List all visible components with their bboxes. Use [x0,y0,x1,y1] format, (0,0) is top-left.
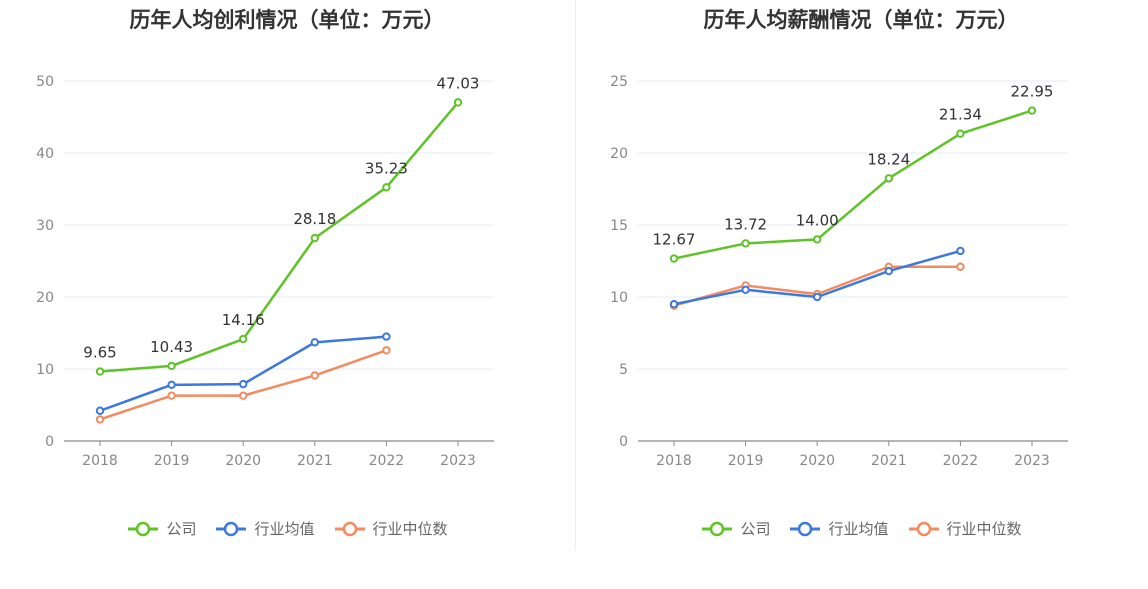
x-tick-label: 2022 [943,453,979,469]
data-label: 47.03 [437,74,480,92]
legend-label: 行业均值 [254,520,315,538]
legend-item-industry-average[interactable]: 行业均值 [788,518,889,539]
y-tick-label: 0 [619,434,628,450]
x-tick-label: 2021 [297,453,333,469]
x-tick-label: 2023 [1014,453,1050,469]
data-point [239,379,248,389]
chart-title: 历年人均创利情况（单位：万元） [129,8,445,32]
y-tick-label: 10 [36,362,54,378]
data-point [95,415,105,424]
data-label: 13.72 [724,215,767,233]
legend-line-marker-icon [216,521,247,536]
data-label: 14.16 [222,311,265,329]
salary-chart-panel: 历年人均薪酬情况（单位：万元） 0 5 10 15 20 25 2018 2019 2020 20… [574,0,1148,589]
data-label: 14.00 [796,211,839,229]
series-line [673,109,1033,260]
legend-label: 行业中位数 [946,520,1022,538]
x-tick-label: 2018 [656,453,692,469]
data-point [669,254,679,263]
y-tick-label: 25 [610,74,628,90]
salary-line-chart: 0 5 10 15 20 25 2018 2019 2020 2021 2022 2023 12.67 1… [610,74,1068,469]
y-tick-label: 15 [610,218,628,234]
data-point [741,285,750,294]
data-point [310,371,319,380]
y-tick-label: 0 [45,434,54,450]
data-point [884,266,893,276]
chart-legend: 公司 行业均值 行业中位数 [574,518,1148,539]
data-point [167,361,176,371]
data-label: 9.65 [83,344,116,362]
y-tick-label: 20 [36,290,54,306]
legend-line-marker-icon [702,521,733,536]
legend-item-industry-median[interactable]: 行业中位数 [333,518,448,539]
data-point [95,406,105,415]
x-tick-label: 2020 [225,453,261,469]
profit-line-chart: 0 10 20 30 40 50 2018 2019 2020 2021 2022 2023 9.65 1… [36,74,494,469]
legend-item-industry-median[interactable]: 行业中位数 [907,518,1022,539]
data-point [956,262,965,271]
data-point [453,98,463,107]
y-tick-label: 50 [36,74,54,90]
data-point [167,380,176,390]
legend-label: 公司 [166,520,197,538]
profit-chart-panel: 历年人均创利情况（单位：万元） 0 10 20 30 40 50 2018 2019 2020 2… [0,8,574,539]
data-point [239,334,248,344]
legend-line-marker-icon [908,521,939,536]
data-point [310,233,319,243]
y-tick-label: 10 [610,290,628,306]
legend-item-company[interactable]: 公司 [700,518,770,539]
legend-item-company[interactable]: 公司 [126,518,196,539]
y-tick-label: 5 [619,362,628,378]
data-point [382,332,391,341]
data-point [956,246,965,256]
y-tick-label: 20 [610,146,628,162]
y-tick-label: 30 [36,218,54,234]
data-label: 21.34 [939,106,982,124]
data-point [1027,106,1037,115]
data-label: 28.18 [293,210,336,228]
data-point [95,367,105,376]
legend-line-marker-icon [334,521,365,536]
legend-label: 行业均值 [828,520,889,538]
data-label: 22.95 [1011,83,1054,101]
data-point [310,338,319,347]
data-point [239,391,248,400]
x-tick-label: 2023 [440,453,476,469]
data-point [813,292,822,302]
data-point [741,239,750,248]
data-label: 35.23 [365,159,408,177]
data-point [669,300,679,309]
series-line [99,101,459,373]
x-tick-label: 2022 [369,453,405,469]
legend-item-industry-average[interactable]: 行业均值 [214,518,315,539]
legend-label: 行业中位数 [372,520,448,538]
x-tick-label: 2018 [82,453,118,469]
x-tick-label: 2021 [871,453,907,469]
y-tick-label: 40 [36,146,54,162]
data-label: 10.43 [150,338,193,356]
data-point [956,129,965,138]
data-point [167,391,176,400]
legend-line-marker-icon [128,521,159,536]
legend-line-marker-icon [790,521,821,536]
chart-legend: 公司 行业均值 行业中位数 [0,518,574,539]
data-point [884,174,893,183]
legend-label: 公司 [740,520,771,538]
data-point [382,183,391,192]
chart-title: 历年人均薪酬情况（单位：万元） [703,8,1019,32]
x-tick-label: 2020 [799,453,835,469]
x-tick-label: 2019 [728,453,764,469]
data-point [813,235,822,244]
data-point [382,346,391,355]
data-label: 12.67 [653,231,696,249]
x-tick-label: 2019 [154,453,190,469]
panel-divider [575,0,576,550]
data-label: 18.24 [867,150,910,168]
